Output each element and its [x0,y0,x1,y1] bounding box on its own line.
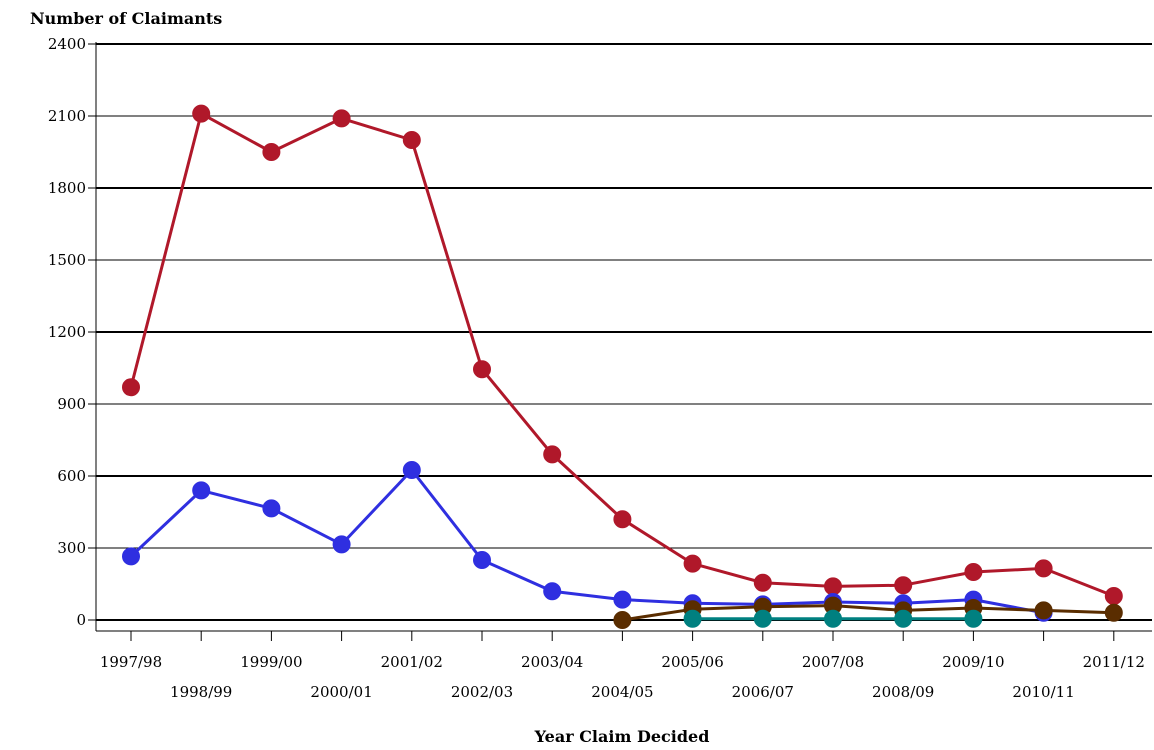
data-point [192,481,211,500]
data-point [613,590,632,609]
y-tick-label: 0 [76,611,86,629]
axes [88,42,1152,641]
x-tick-label: 1999/00 [240,653,302,671]
data-point [122,378,140,397]
data-point [332,535,351,554]
y-tick-label: 900 [57,395,86,413]
data-point [964,609,983,628]
data-point [262,499,281,518]
x-tick-label: 2004/05 [591,683,653,701]
x-tick-label: 1997/98 [100,653,162,671]
y-tick-label: 1500 [48,251,86,269]
data-point [402,131,421,149]
data-point [613,611,632,629]
data-point [473,551,491,569]
series-line [129,468,1044,615]
series-lines [122,104,1123,629]
x-tick-label: 2001/02 [381,653,443,671]
y-tick-label: 2100 [48,107,86,125]
data-point [473,360,491,379]
x-tick-label: 2006/07 [732,683,794,701]
series-3 [683,609,983,628]
y-tick-label: 600 [57,467,86,485]
data-point [894,609,913,628]
data-point [613,510,632,529]
data-point [824,609,842,628]
data-point [402,461,421,479]
y-tick-label: 300 [57,539,86,557]
y-tick-label: 1200 [48,323,86,341]
data-point [543,445,562,464]
y-tick-label: 1800 [48,179,86,197]
x-tick-label: 2000/01 [310,683,372,701]
data-point [683,554,702,573]
gridlines [96,43,1152,621]
data-point [964,563,983,581]
x-axis-title: Year Claim Decided [534,727,710,746]
data-point [332,109,351,128]
data-point [192,104,211,123]
data-point [122,547,140,566]
y-tick-label: 2400 [48,35,86,53]
y-axis-title: Number of Claimants [30,9,222,28]
x-tick-label: 2008/09 [872,683,934,701]
data-point [753,609,772,628]
data-point [753,573,772,592]
data-point [894,576,913,595]
data-point [262,143,281,161]
data-point [1034,559,1053,578]
x-tick-label: 2009/10 [942,653,1004,671]
data-point [1104,603,1123,622]
x-tick-label: 1998/99 [170,683,232,701]
data-point [543,582,562,601]
data-point [683,609,702,628]
series-0 [122,104,1123,605]
x-tick-label: 2010/11 [1012,683,1074,701]
x-tick-label: 2003/04 [521,653,583,671]
x-tick-label: 2007/08 [802,653,864,671]
tick-labels: 0 300 600 900 1200 1500 1800 2100 2400 1997/98 199… [48,35,1145,701]
data-point [1034,601,1053,620]
data-point [1104,587,1123,605]
data-point [824,577,842,596]
x-tick-label: 2005/06 [661,653,723,671]
x-tick-label: 2011/12 [1083,653,1145,671]
x-tick-label: 2002/03 [451,683,513,701]
series-line [622,604,1114,622]
